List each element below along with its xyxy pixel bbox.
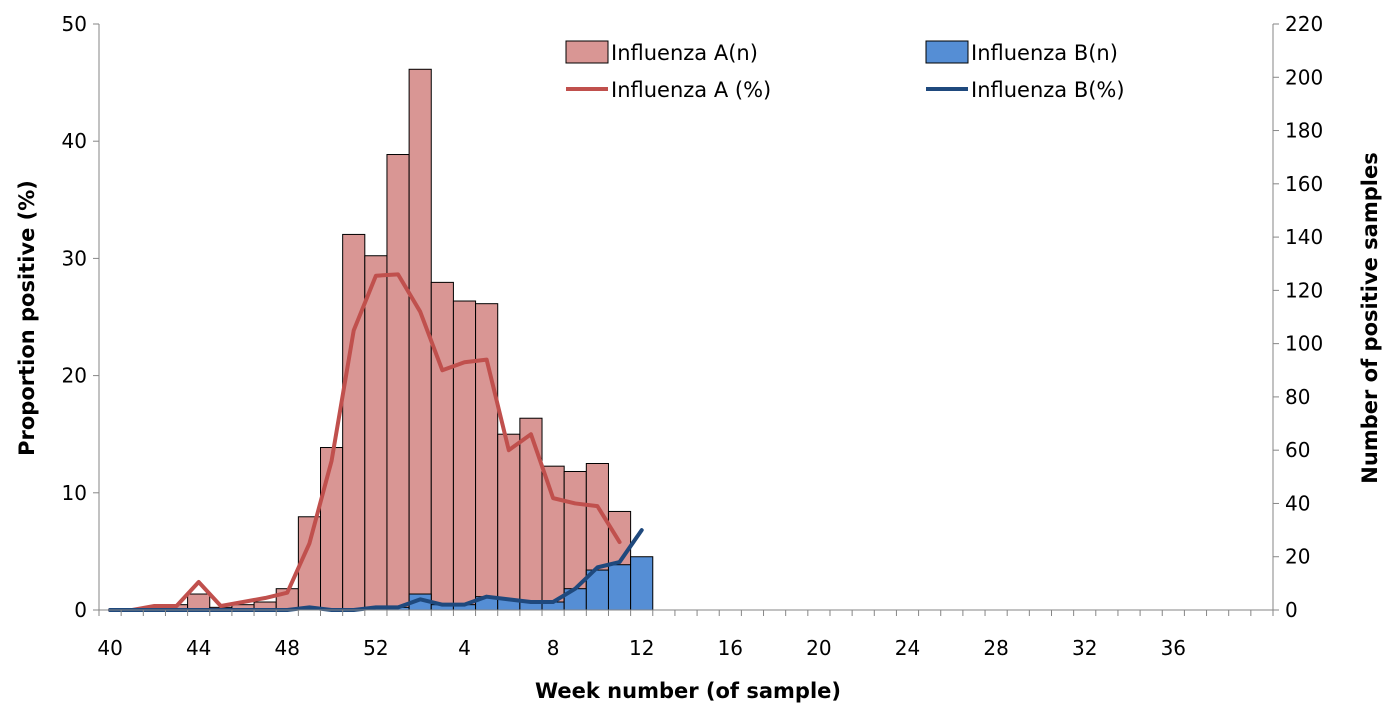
bar-influenza-a — [452, 300, 477, 611]
x-tick-label: 36 — [1161, 636, 1186, 660]
right-tick-labels: 0 20 40 60 80 100 120 140 160 180 200 220 — [1285, 12, 1323, 622]
right-tick-label: 80 — [1285, 385, 1310, 409]
bar-influenza-a — [408, 68, 432, 611]
right-tick-label: 0 — [1285, 598, 1298, 622]
legend-label-influenza-a-pct: Influenza A (%) — [611, 78, 771, 102]
legend: Influenza A(n) Influenza B(n) Influenza … — [565, 40, 1125, 102]
x-tick-label: 40 — [97, 636, 122, 660]
left-tick-label: 10 — [62, 481, 87, 505]
x-tick-label: 28 — [983, 636, 1008, 660]
axes — [93, 23, 1279, 616]
bar-influenza-a — [187, 593, 211, 611]
right-axis-title: Number of positive samples — [1358, 152, 1382, 483]
x-tick-label: 16 — [718, 636, 743, 660]
bar-influenza-a — [430, 281, 454, 611]
bar-influenza-b — [630, 556, 654, 611]
x-tick-label: 44 — [186, 636, 211, 660]
left-tick-labels: 0 10 20 30 40 50 — [62, 12, 87, 622]
x-tick-label: 12 — [629, 636, 654, 660]
x-tick-label: 52 — [363, 636, 388, 660]
right-tick-label: 120 — [1285, 278, 1323, 302]
bar-influenza-a — [475, 303, 499, 611]
legend-label-influenza-b-n: Influenza B(n) — [971, 41, 1118, 65]
right-tick-label: 60 — [1285, 438, 1310, 462]
line-influenza-a-pct — [108, 272, 622, 612]
bar-influenza-b — [607, 564, 632, 611]
x-tick-label: 4 — [458, 636, 471, 660]
right-tick-label: 180 — [1285, 119, 1323, 143]
bar-influenza-a — [541, 465, 565, 611]
bar-influenza-a — [497, 433, 521, 611]
x-tick-label: 8 — [547, 636, 560, 660]
legend-swatch-influenza-a-n — [565, 40, 609, 64]
bar-influenza-a — [386, 154, 410, 611]
left-tick-label: 30 — [62, 246, 87, 270]
left-tick-label: 40 — [62, 129, 87, 153]
left-tick-label: 20 — [62, 364, 87, 388]
right-tick-label: 20 — [1285, 545, 1310, 569]
left-tick-label: 0 — [74, 598, 87, 622]
x-axis-title: Week number (of sample) — [535, 679, 841, 703]
legend-label-influenza-b-pct: Influenza B(%) — [971, 78, 1125, 102]
right-tick-label: 200 — [1285, 65, 1323, 89]
left-axis-title: Proportion positive (%) — [15, 180, 39, 456]
x-tick-labels: 40 44 48 52 4 8 12 16 20 24 28 32 36 — [97, 636, 1186, 660]
right-tick-label: 140 — [1285, 225, 1323, 249]
x-tick-label: 20 — [806, 636, 831, 660]
right-tick-label: 40 — [1285, 491, 1310, 515]
x-tick-label: 24 — [895, 636, 920, 660]
legend-label-influenza-a-n: Influenza A(n) — [611, 41, 758, 65]
legend-swatch-influenza-b-n — [925, 40, 969, 64]
bar-influenza-a — [364, 255, 388, 611]
right-tick-label: 160 — [1285, 172, 1323, 196]
bar-influenza-a — [342, 233, 366, 611]
x-tick-label: 48 — [275, 636, 300, 660]
x-tick-label: 32 — [1072, 636, 1097, 660]
left-tick-label: 50 — [62, 12, 87, 36]
bar-influenza-a — [320, 447, 344, 611]
bar-group — [164, 68, 654, 611]
right-tick-label: 100 — [1285, 332, 1323, 356]
bar-influenza-a — [519, 417, 543, 611]
right-tick-label: 220 — [1285, 12, 1323, 36]
